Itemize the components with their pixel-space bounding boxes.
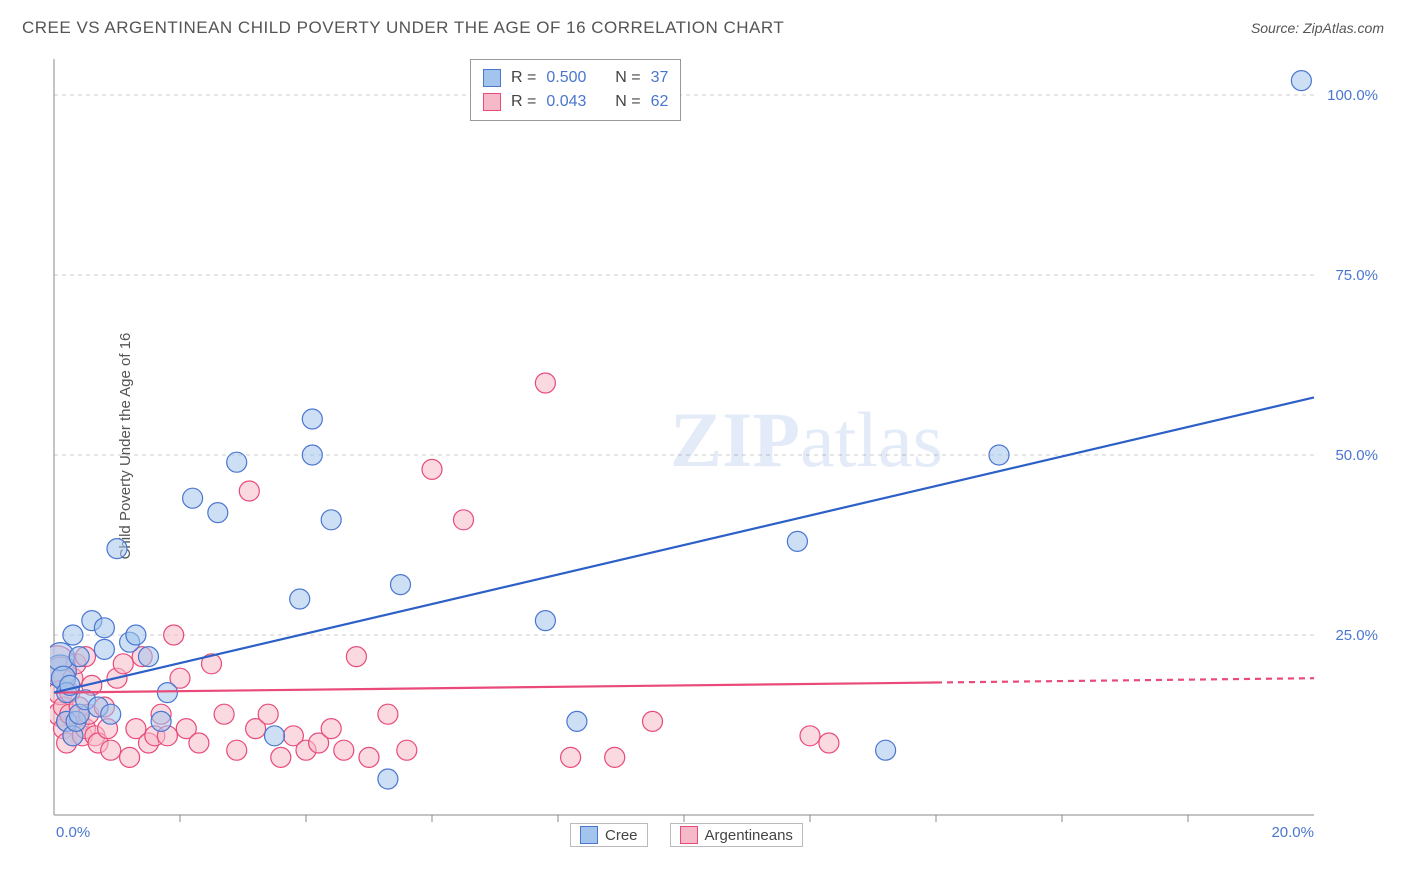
legend-item-arg: Argentineans	[670, 823, 803, 847]
chart-area: 25.0% 50.0% 75.0% 100.0% 0.0% 20.0% R = 0.500…	[50, 55, 1384, 845]
swatch-arg-icon	[483, 93, 501, 111]
swatch-cree-icon	[483, 69, 501, 87]
source-attribution: Source: ZipAtlas.com	[1251, 20, 1384, 36]
arg-n-value: 62	[651, 90, 669, 114]
svg-text:50.0%: 50.0%	[1335, 447, 1378, 464]
svg-text:0.0%: 0.0%	[56, 824, 90, 841]
swatch-cree-icon	[580, 826, 598, 844]
legend-bottom: Cree Argentineans	[570, 823, 803, 847]
legend-item-cree: Cree	[570, 823, 648, 847]
svg-text:75.0%: 75.0%	[1335, 267, 1378, 284]
legend-label-arg: Argentineans	[705, 827, 793, 844]
swatch-arg-icon	[680, 826, 698, 844]
svg-text:25.0%: 25.0%	[1335, 627, 1378, 644]
stats-row-arg: R = 0.043 N = 62	[483, 90, 668, 114]
stats-legend-box: R = 0.500 N = 37 R = 0.043 N = 62	[470, 59, 681, 121]
cree-n-value: 37	[651, 66, 669, 90]
svg-text:100.0%: 100.0%	[1327, 87, 1378, 104]
n-label: N =	[615, 66, 640, 90]
cree-r-value: 0.500	[546, 66, 586, 90]
scatter-plot-svg: 25.0% 50.0% 75.0% 100.0% 0.0% 20.0%	[50, 55, 1384, 845]
legend-label-cree: Cree	[605, 827, 638, 844]
n-label: N =	[615, 90, 640, 114]
stats-row-cree: R = 0.500 N = 37	[483, 66, 668, 90]
chart-title: CREE VS ARGENTINEAN CHILD POVERTY UNDER …	[22, 18, 784, 38]
svg-text:20.0%: 20.0%	[1271, 824, 1314, 841]
r-label: R =	[511, 90, 536, 114]
arg-r-value: 0.043	[546, 90, 586, 114]
r-label: R =	[511, 66, 536, 90]
